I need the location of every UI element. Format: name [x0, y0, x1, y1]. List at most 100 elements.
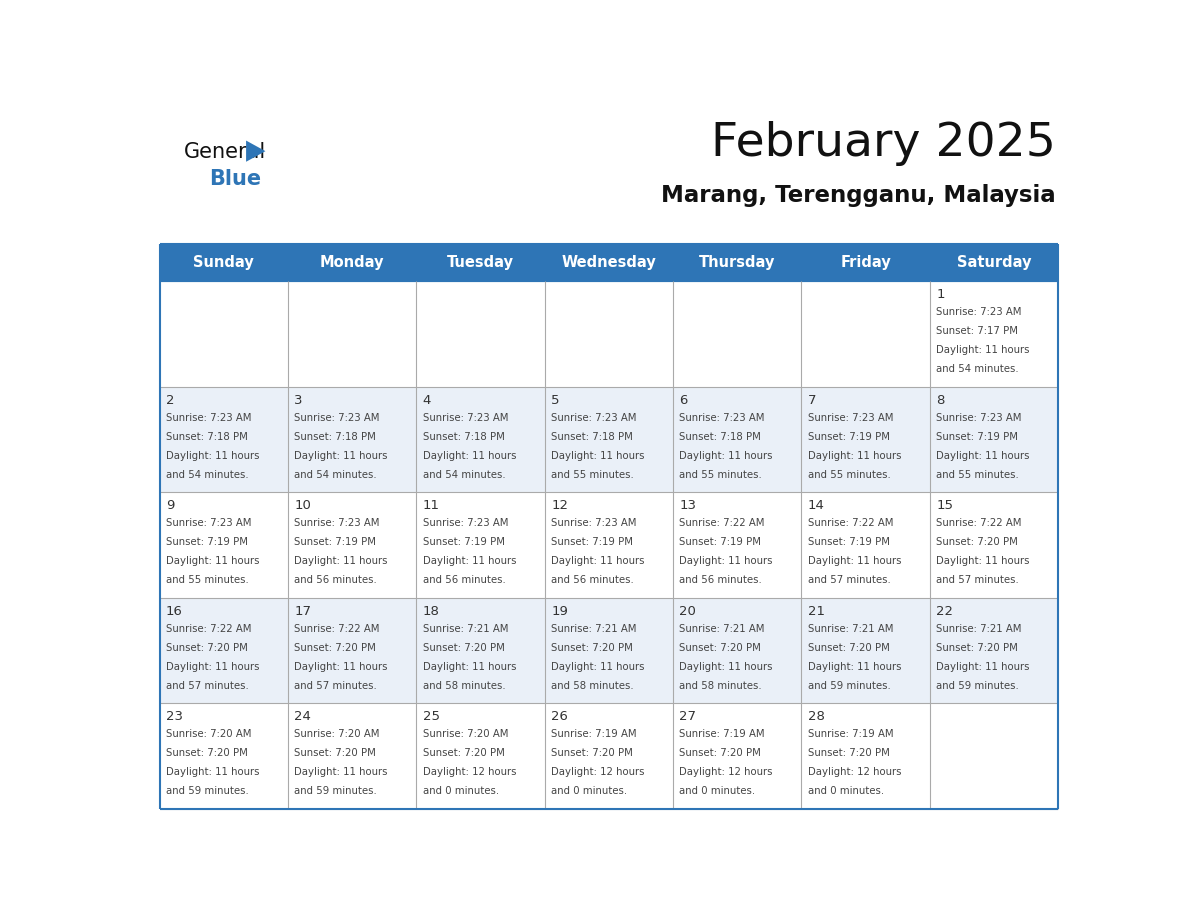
Text: Daylight: 11 hours: Daylight: 11 hours — [166, 767, 259, 778]
Text: 28: 28 — [808, 711, 824, 723]
Text: Sunrise: 7:19 AM: Sunrise: 7:19 AM — [551, 729, 637, 739]
Text: Sunrise: 7:20 AM: Sunrise: 7:20 AM — [423, 729, 508, 739]
Text: Sunset: 7:20 PM: Sunset: 7:20 PM — [936, 643, 1018, 653]
Text: Sunset: 7:20 PM: Sunset: 7:20 PM — [551, 748, 633, 758]
Text: 21: 21 — [808, 605, 824, 618]
Text: Daylight: 11 hours: Daylight: 11 hours — [680, 556, 773, 566]
Text: 20: 20 — [680, 605, 696, 618]
Text: 2: 2 — [166, 394, 175, 407]
Bar — [159, 386, 1059, 492]
Text: Sunset: 7:18 PM: Sunset: 7:18 PM — [680, 431, 762, 442]
Text: and 55 minutes.: and 55 minutes. — [808, 470, 891, 480]
Text: Sunrise: 7:21 AM: Sunrise: 7:21 AM — [808, 623, 893, 633]
Text: and 59 minutes.: and 59 minutes. — [166, 786, 248, 796]
Text: Sunrise: 7:23 AM: Sunrise: 7:23 AM — [166, 413, 252, 423]
Text: Sunrise: 7:23 AM: Sunrise: 7:23 AM — [551, 413, 637, 423]
Text: February 2025: February 2025 — [710, 121, 1055, 166]
Text: Daylight: 11 hours: Daylight: 11 hours — [166, 556, 259, 566]
Text: Daylight: 11 hours: Daylight: 11 hours — [680, 451, 773, 461]
Text: Daylight: 11 hours: Daylight: 11 hours — [166, 451, 259, 461]
Text: Marang, Terengganu, Malaysia: Marang, Terengganu, Malaysia — [661, 185, 1055, 207]
Text: 27: 27 — [680, 711, 696, 723]
Text: and 57 minutes.: and 57 minutes. — [808, 576, 891, 585]
Text: and 54 minutes.: and 54 minutes. — [936, 364, 1019, 375]
Text: Sunrise: 7:21 AM: Sunrise: 7:21 AM — [423, 623, 508, 633]
Text: Daylight: 12 hours: Daylight: 12 hours — [423, 767, 517, 778]
Text: 17: 17 — [295, 605, 311, 618]
Text: and 59 minutes.: and 59 minutes. — [808, 680, 891, 690]
Text: General: General — [183, 142, 266, 162]
Text: Sunrise: 7:23 AM: Sunrise: 7:23 AM — [936, 413, 1022, 423]
Text: 23: 23 — [166, 711, 183, 723]
Text: Daylight: 11 hours: Daylight: 11 hours — [423, 556, 517, 566]
Text: Sunrise: 7:20 AM: Sunrise: 7:20 AM — [166, 729, 252, 739]
Bar — [159, 281, 1059, 386]
Text: Daylight: 11 hours: Daylight: 11 hours — [808, 556, 902, 566]
Text: Monday: Monday — [320, 255, 385, 270]
Text: and 59 minutes.: and 59 minutes. — [936, 680, 1019, 690]
Text: Daylight: 11 hours: Daylight: 11 hours — [295, 556, 387, 566]
Text: Sunrise: 7:21 AM: Sunrise: 7:21 AM — [551, 623, 637, 633]
Text: Sunset: 7:20 PM: Sunset: 7:20 PM — [295, 748, 377, 758]
Text: and 56 minutes.: and 56 minutes. — [295, 576, 377, 585]
Text: Daylight: 11 hours: Daylight: 11 hours — [936, 662, 1030, 672]
Text: Sunrise: 7:22 AM: Sunrise: 7:22 AM — [166, 623, 252, 633]
Text: Sunrise: 7:23 AM: Sunrise: 7:23 AM — [295, 519, 380, 528]
Text: 10: 10 — [295, 499, 311, 512]
Text: Daylight: 11 hours: Daylight: 11 hours — [166, 662, 259, 672]
Text: Sunrise: 7:19 AM: Sunrise: 7:19 AM — [808, 729, 893, 739]
Text: Sunset: 7:20 PM: Sunset: 7:20 PM — [680, 748, 762, 758]
Text: Sunset: 7:19 PM: Sunset: 7:19 PM — [680, 537, 762, 547]
Text: Sunrise: 7:20 AM: Sunrise: 7:20 AM — [295, 729, 380, 739]
Text: 4: 4 — [423, 394, 431, 407]
Text: and 56 minutes.: and 56 minutes. — [680, 576, 763, 585]
Text: Friday: Friday — [840, 255, 891, 270]
Text: 14: 14 — [808, 499, 824, 512]
Text: 16: 16 — [166, 605, 183, 618]
Text: Sunset: 7:20 PM: Sunset: 7:20 PM — [680, 643, 762, 653]
Bar — [159, 598, 1059, 703]
Text: and 54 minutes.: and 54 minutes. — [423, 470, 505, 480]
Text: Sunrise: 7:22 AM: Sunrise: 7:22 AM — [295, 623, 380, 633]
Text: Sunday: Sunday — [194, 255, 254, 270]
Text: Blue: Blue — [209, 169, 261, 189]
Text: and 58 minutes.: and 58 minutes. — [680, 680, 763, 690]
Text: Sunrise: 7:21 AM: Sunrise: 7:21 AM — [680, 623, 765, 633]
Text: Daylight: 11 hours: Daylight: 11 hours — [936, 556, 1030, 566]
Text: Sunrise: 7:23 AM: Sunrise: 7:23 AM — [166, 519, 252, 528]
Text: 18: 18 — [423, 605, 440, 618]
Text: 15: 15 — [936, 499, 953, 512]
Text: Sunset: 7:17 PM: Sunset: 7:17 PM — [936, 326, 1018, 336]
Text: and 56 minutes.: and 56 minutes. — [551, 576, 634, 585]
Text: Sunset: 7:19 PM: Sunset: 7:19 PM — [423, 537, 505, 547]
Text: Daylight: 11 hours: Daylight: 11 hours — [423, 662, 517, 672]
Text: Sunset: 7:19 PM: Sunset: 7:19 PM — [166, 537, 248, 547]
Text: Daylight: 11 hours: Daylight: 11 hours — [551, 451, 645, 461]
Text: Sunset: 7:20 PM: Sunset: 7:20 PM — [423, 748, 505, 758]
Text: Sunset: 7:18 PM: Sunset: 7:18 PM — [551, 431, 633, 442]
Text: Daylight: 11 hours: Daylight: 11 hours — [551, 662, 645, 672]
Text: and 56 minutes.: and 56 minutes. — [423, 576, 505, 585]
Text: 11: 11 — [423, 499, 440, 512]
Text: Sunset: 7:19 PM: Sunset: 7:19 PM — [295, 537, 377, 547]
Text: Sunset: 7:19 PM: Sunset: 7:19 PM — [936, 431, 1018, 442]
Text: and 57 minutes.: and 57 minutes. — [166, 680, 248, 690]
Text: 26: 26 — [551, 711, 568, 723]
Text: Thursday: Thursday — [699, 255, 776, 270]
Text: Sunrise: 7:23 AM: Sunrise: 7:23 AM — [551, 519, 637, 528]
Text: Wednesday: Wednesday — [562, 255, 656, 270]
Text: Sunset: 7:20 PM: Sunset: 7:20 PM — [808, 643, 890, 653]
Text: Sunrise: 7:23 AM: Sunrise: 7:23 AM — [808, 413, 893, 423]
Text: Daylight: 11 hours: Daylight: 11 hours — [680, 662, 773, 672]
Text: Sunrise: 7:23 AM: Sunrise: 7:23 AM — [295, 413, 380, 423]
Bar — [159, 703, 1059, 809]
Text: and 0 minutes.: and 0 minutes. — [423, 786, 499, 796]
Text: Sunset: 7:20 PM: Sunset: 7:20 PM — [423, 643, 505, 653]
Text: 19: 19 — [551, 605, 568, 618]
Text: Daylight: 12 hours: Daylight: 12 hours — [808, 767, 902, 778]
Text: Sunset: 7:20 PM: Sunset: 7:20 PM — [551, 643, 633, 653]
Text: Tuesday: Tuesday — [447, 255, 514, 270]
Text: and 59 minutes.: and 59 minutes. — [295, 786, 377, 796]
Text: 6: 6 — [680, 394, 688, 407]
Text: 9: 9 — [166, 499, 175, 512]
